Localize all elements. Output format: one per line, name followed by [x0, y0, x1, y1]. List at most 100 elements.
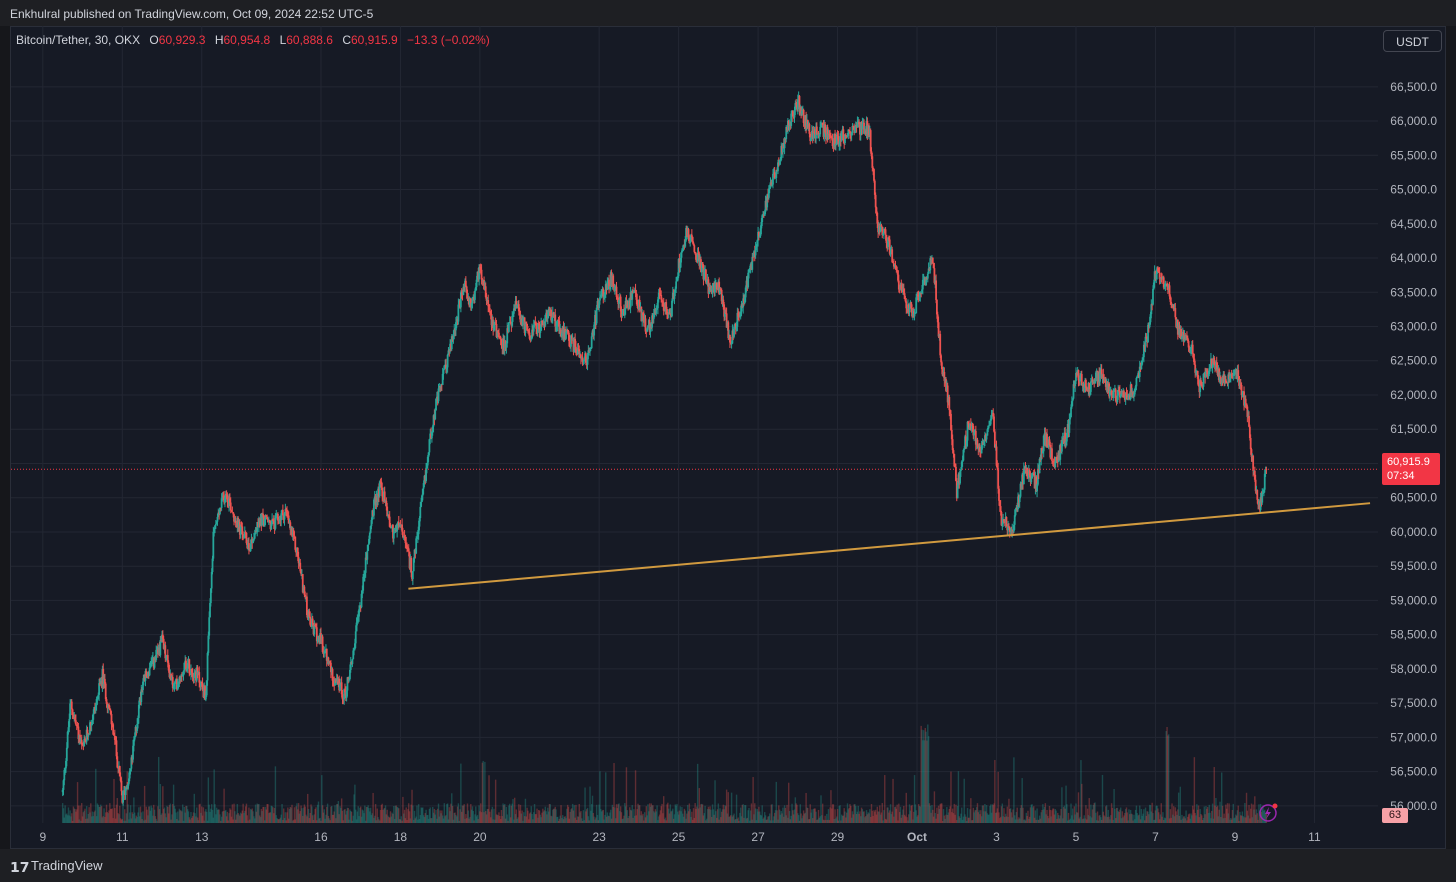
volume-bar	[302, 807, 305, 823]
volume-bar	[460, 763, 462, 823]
volume-bar	[1258, 804, 1260, 823]
volume-bar	[796, 804, 798, 823]
candle-body	[113, 735, 116, 740]
volume-bar	[102, 816, 104, 823]
tradingview-logo-icon[interactable]: 𝟭𝟳	[10, 859, 30, 875]
candle-body	[66, 731, 69, 748]
tradingview-brand[interactable]: TradingView	[31, 858, 103, 873]
volume-bar	[582, 810, 585, 823]
volume-bar	[961, 807, 963, 823]
candle-body	[420, 501, 423, 507]
volume-bar	[353, 794, 355, 823]
volume-bar	[1126, 812, 1129, 823]
volume-bar	[680, 811, 682, 823]
candle-body	[730, 343, 733, 345]
y-tick-label: 58,500.0	[1390, 628, 1437, 642]
candle-body	[1248, 426, 1251, 438]
candle-body	[719, 288, 722, 290]
volume-bar	[1011, 817, 1013, 823]
candle-body	[358, 605, 361, 610]
candle-body	[378, 481, 381, 496]
candle-body	[349, 669, 351, 680]
candle-body	[435, 398, 437, 411]
volume-bar	[115, 804, 118, 823]
volume-bar	[994, 760, 996, 823]
x-tick-label: 16	[314, 830, 328, 844]
volume-bar	[662, 813, 664, 823]
volume-bar	[170, 819, 172, 823]
volume-bar	[1239, 811, 1241, 823]
volume-bar	[951, 812, 953, 823]
volume-bar	[739, 807, 742, 823]
volume-bar	[166, 805, 168, 823]
volume-bar	[931, 805, 933, 823]
volume-bar	[1144, 807, 1147, 823]
volume-bar	[566, 804, 569, 823]
currency-button[interactable]: USDT	[1383, 30, 1442, 52]
volume-bar	[255, 811, 258, 823]
volume-bar	[285, 820, 287, 823]
candle-body	[1100, 369, 1103, 378]
volume-bar	[517, 817, 519, 823]
y-tick-label: 57,500.0	[1390, 696, 1437, 710]
volume-bar	[927, 724, 929, 823]
candle-body	[539, 330, 542, 333]
volume-bar	[687, 811, 690, 823]
volume-bar	[605, 816, 608, 823]
volume-bar	[590, 804, 593, 823]
candle-body	[995, 446, 998, 466]
volume-bar	[529, 812, 532, 823]
volume-bar	[1163, 817, 1166, 823]
volume-bar	[252, 811, 254, 823]
candle-body	[729, 334, 731, 343]
volume-bar	[934, 813, 936, 823]
volume-bar	[412, 805, 414, 823]
volume-bar	[911, 804, 913, 823]
volume-bar	[786, 804, 788, 823]
volume-bar	[385, 814, 388, 823]
volume-bar	[1033, 806, 1035, 823]
candle-body	[1196, 370, 1199, 379]
volume-bar	[879, 814, 882, 823]
candle-body	[363, 572, 366, 576]
volume-bar	[451, 793, 453, 823]
volume-bar	[430, 818, 432, 823]
candle-body	[1051, 448, 1053, 461]
candle-body	[956, 485, 959, 499]
volume-bar	[1045, 814, 1047, 823]
chart-frame[interactable]	[10, 26, 1446, 849]
candle-body	[970, 425, 973, 430]
volume-bar	[602, 809, 604, 823]
volume-bar	[402, 796, 404, 823]
candle-body	[919, 293, 922, 297]
volume-bar	[240, 813, 243, 823]
candle-body	[560, 333, 563, 337]
candle-body	[888, 239, 891, 254]
volume-bar	[1174, 807, 1177, 823]
volume-bar	[809, 804, 811, 823]
volume-bar	[757, 811, 759, 823]
candle-body	[655, 309, 658, 314]
volume-bar	[398, 818, 401, 823]
volume-bar	[903, 805, 905, 823]
candle-body	[229, 502, 232, 511]
candle-body	[168, 670, 171, 678]
candle-body	[440, 384, 442, 387]
volume-bar	[665, 820, 667, 823]
candle-body	[570, 335, 572, 347]
candle-body	[352, 650, 355, 660]
volume-bar	[405, 807, 407, 823]
volume-bar	[365, 806, 368, 823]
volume-bar	[1193, 757, 1196, 823]
candle-body	[980, 445, 983, 454]
volume-bar	[245, 803, 248, 823]
volume-bar	[874, 809, 877, 823]
candle-body	[392, 532, 395, 539]
volume-bar	[417, 819, 419, 823]
volume-bar	[591, 795, 594, 823]
volume-bar	[137, 812, 139, 823]
volume-bar	[375, 820, 378, 823]
candle-body	[953, 453, 956, 467]
volume-bar	[194, 813, 196, 823]
